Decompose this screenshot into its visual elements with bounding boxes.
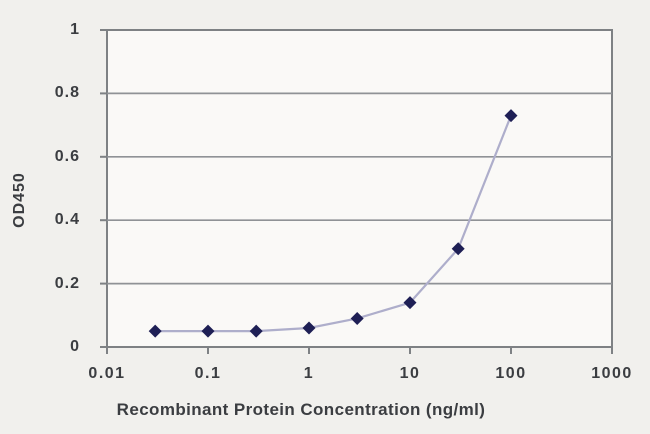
data-point-marker [403,296,417,310]
data-point-marker [504,109,518,123]
x-tick-label: 10 [399,365,421,382]
y-tick-label: 0.8 [54,84,80,101]
x-tick-label: 100 [495,365,527,382]
x-tick-label: 1000 [591,365,633,382]
data-point-marker [302,321,316,335]
data-point-marker [249,324,263,338]
plot-border [106,29,613,348]
x-tick-label: 1 [303,365,315,382]
y-tick-label: 0.6 [54,148,80,165]
y-tick-label: 0.4 [54,211,80,228]
y-tick-label: 0 [70,338,80,355]
data-point-marker [201,324,215,338]
y-tick-label: 1 [70,21,80,38]
data-point-marker [350,311,364,325]
series-line [155,115,513,333]
x-tick-label: 0.1 [194,365,222,382]
x-axis-title: Recombinant Protein Concentration (ng/ml… [116,400,486,419]
data-point-marker [451,242,465,256]
data-point-marker [148,324,162,338]
y-tick-label: 0.2 [54,275,80,292]
y-axis-title: OD450 [11,172,28,228]
x-tick-label: 0.01 [88,365,126,382]
